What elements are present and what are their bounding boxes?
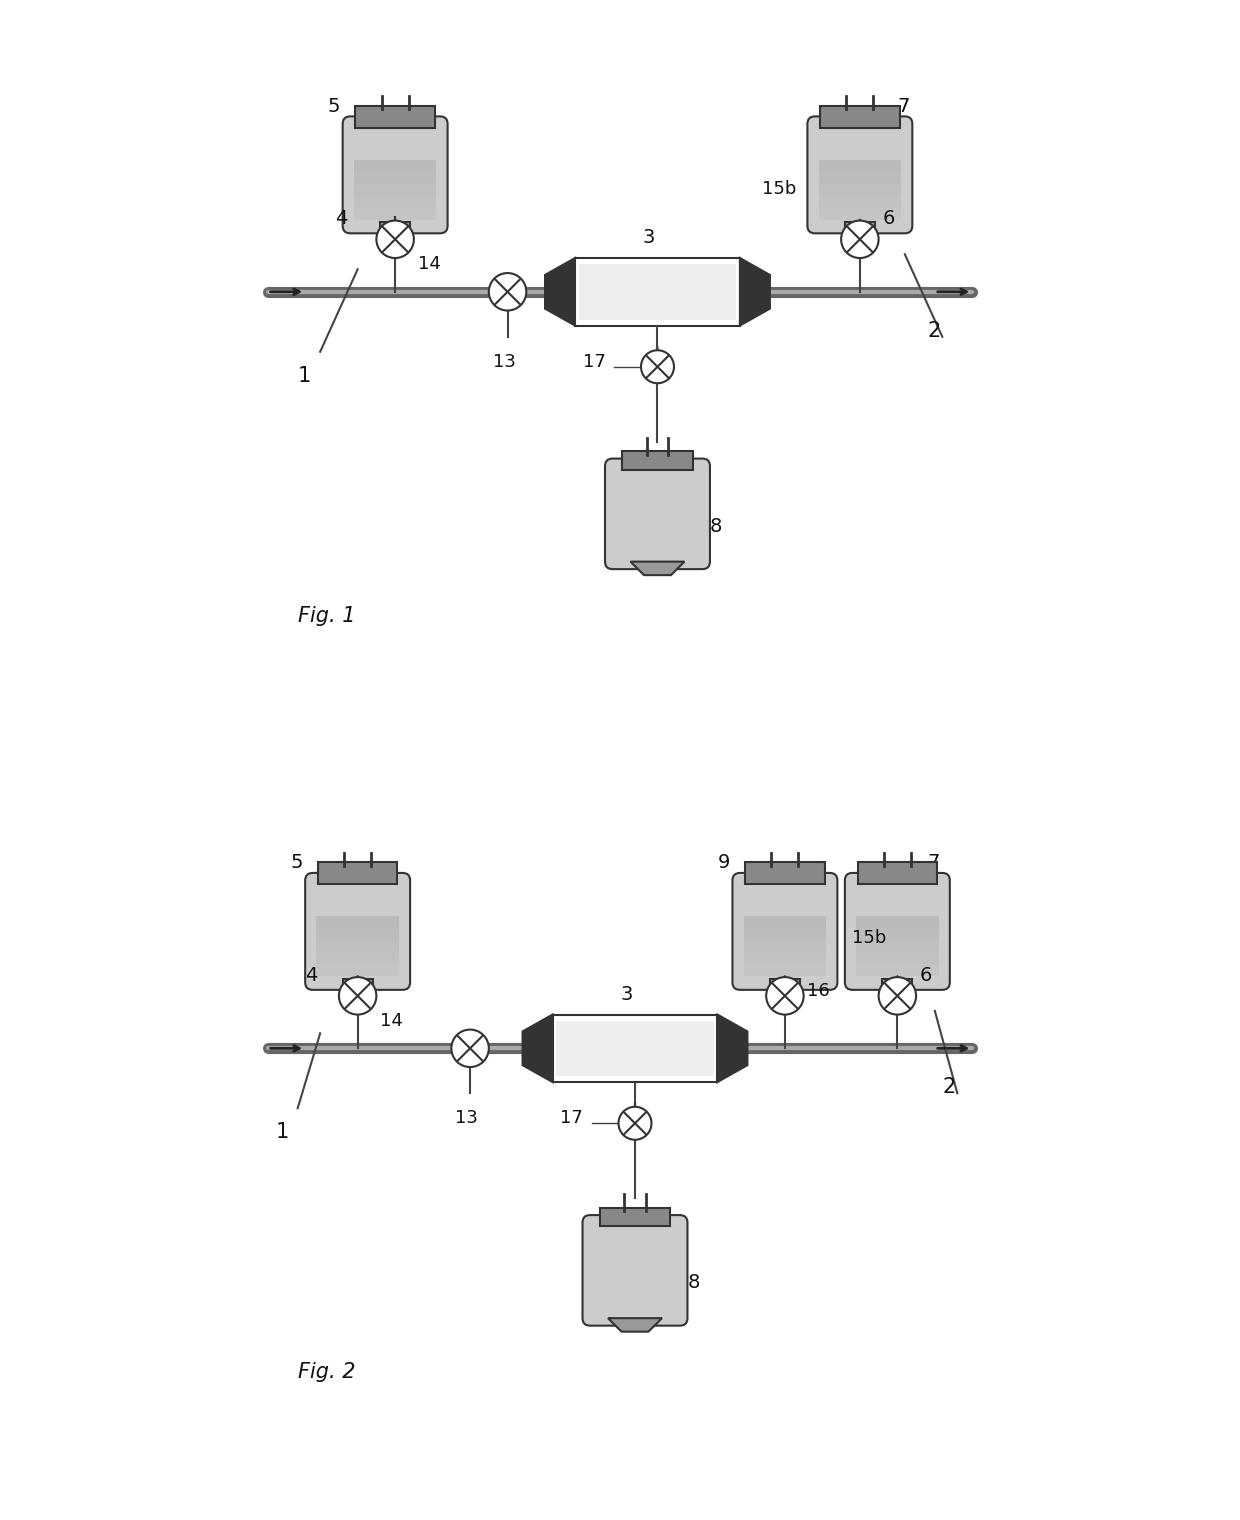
FancyBboxPatch shape bbox=[605, 459, 711, 568]
FancyBboxPatch shape bbox=[744, 941, 826, 953]
FancyBboxPatch shape bbox=[744, 964, 826, 976]
Text: 3: 3 bbox=[642, 228, 655, 248]
Circle shape bbox=[641, 350, 675, 383]
FancyBboxPatch shape bbox=[818, 184, 901, 196]
FancyBboxPatch shape bbox=[305, 872, 410, 990]
Text: 13: 13 bbox=[455, 1110, 477, 1128]
Text: 7: 7 bbox=[928, 853, 940, 872]
FancyBboxPatch shape bbox=[316, 953, 399, 964]
Text: 15b: 15b bbox=[852, 929, 887, 947]
Text: 17: 17 bbox=[583, 353, 605, 371]
Text: 8: 8 bbox=[687, 1274, 699, 1292]
FancyBboxPatch shape bbox=[317, 862, 397, 885]
FancyBboxPatch shape bbox=[575, 258, 740, 325]
Text: 3: 3 bbox=[620, 985, 632, 1003]
Circle shape bbox=[339, 977, 377, 1014]
FancyBboxPatch shape bbox=[557, 1020, 714, 1076]
FancyBboxPatch shape bbox=[579, 264, 737, 319]
Polygon shape bbox=[522, 1014, 553, 1082]
Polygon shape bbox=[630, 561, 684, 575]
Text: 14: 14 bbox=[418, 255, 440, 274]
FancyBboxPatch shape bbox=[818, 196, 901, 208]
Text: Fig. 1: Fig. 1 bbox=[298, 605, 355, 626]
FancyBboxPatch shape bbox=[316, 917, 399, 929]
Text: 5: 5 bbox=[327, 97, 340, 116]
Text: 14: 14 bbox=[381, 1012, 403, 1031]
FancyBboxPatch shape bbox=[622, 451, 693, 470]
FancyBboxPatch shape bbox=[733, 872, 837, 990]
Polygon shape bbox=[740, 258, 770, 325]
Text: 15b: 15b bbox=[763, 181, 797, 198]
FancyBboxPatch shape bbox=[744, 929, 826, 941]
Text: Fig. 2: Fig. 2 bbox=[298, 1362, 355, 1382]
Circle shape bbox=[766, 977, 804, 1014]
FancyBboxPatch shape bbox=[353, 196, 436, 208]
Text: 6: 6 bbox=[920, 965, 932, 985]
FancyBboxPatch shape bbox=[342, 117, 448, 233]
FancyBboxPatch shape bbox=[356, 106, 435, 128]
FancyBboxPatch shape bbox=[583, 1214, 687, 1325]
FancyBboxPatch shape bbox=[818, 208, 901, 220]
Polygon shape bbox=[718, 1014, 748, 1082]
Text: 1: 1 bbox=[275, 1122, 289, 1142]
Polygon shape bbox=[608, 1318, 662, 1332]
Text: 5: 5 bbox=[290, 853, 303, 872]
FancyBboxPatch shape bbox=[353, 184, 436, 196]
FancyBboxPatch shape bbox=[342, 979, 373, 1005]
FancyBboxPatch shape bbox=[744, 953, 826, 964]
FancyBboxPatch shape bbox=[820, 106, 899, 128]
Polygon shape bbox=[546, 258, 575, 325]
Circle shape bbox=[841, 220, 879, 258]
FancyBboxPatch shape bbox=[844, 872, 950, 990]
FancyBboxPatch shape bbox=[600, 1207, 671, 1227]
FancyBboxPatch shape bbox=[316, 964, 399, 976]
Text: 16: 16 bbox=[807, 982, 830, 1000]
FancyBboxPatch shape bbox=[856, 929, 939, 941]
Text: 6: 6 bbox=[883, 210, 895, 228]
Circle shape bbox=[377, 220, 414, 258]
FancyBboxPatch shape bbox=[883, 979, 913, 1005]
FancyBboxPatch shape bbox=[856, 917, 939, 929]
FancyBboxPatch shape bbox=[316, 941, 399, 953]
Circle shape bbox=[451, 1029, 489, 1067]
FancyBboxPatch shape bbox=[316, 929, 399, 941]
Text: 4: 4 bbox=[335, 210, 347, 228]
FancyBboxPatch shape bbox=[353, 172, 436, 184]
FancyBboxPatch shape bbox=[381, 222, 410, 248]
FancyBboxPatch shape bbox=[818, 160, 901, 172]
FancyBboxPatch shape bbox=[856, 953, 939, 964]
FancyBboxPatch shape bbox=[745, 862, 825, 885]
Circle shape bbox=[489, 274, 526, 310]
FancyBboxPatch shape bbox=[353, 160, 436, 172]
FancyBboxPatch shape bbox=[856, 941, 939, 953]
Circle shape bbox=[619, 1107, 651, 1140]
Text: 9: 9 bbox=[718, 853, 730, 872]
FancyBboxPatch shape bbox=[807, 117, 913, 233]
FancyBboxPatch shape bbox=[353, 208, 436, 220]
Text: 17: 17 bbox=[560, 1110, 583, 1128]
FancyBboxPatch shape bbox=[858, 862, 937, 885]
FancyBboxPatch shape bbox=[553, 1014, 718, 1082]
Text: 2: 2 bbox=[942, 1078, 956, 1097]
FancyBboxPatch shape bbox=[856, 964, 939, 976]
Text: 13: 13 bbox=[492, 353, 516, 371]
Text: 7: 7 bbox=[898, 97, 910, 116]
Text: 8: 8 bbox=[711, 517, 723, 535]
Circle shape bbox=[879, 977, 916, 1014]
FancyBboxPatch shape bbox=[844, 222, 875, 248]
FancyBboxPatch shape bbox=[770, 979, 800, 1005]
FancyBboxPatch shape bbox=[744, 917, 826, 929]
Text: 4: 4 bbox=[305, 965, 317, 985]
Text: 2: 2 bbox=[928, 321, 941, 340]
FancyBboxPatch shape bbox=[818, 172, 901, 184]
Text: 1: 1 bbox=[298, 366, 311, 386]
